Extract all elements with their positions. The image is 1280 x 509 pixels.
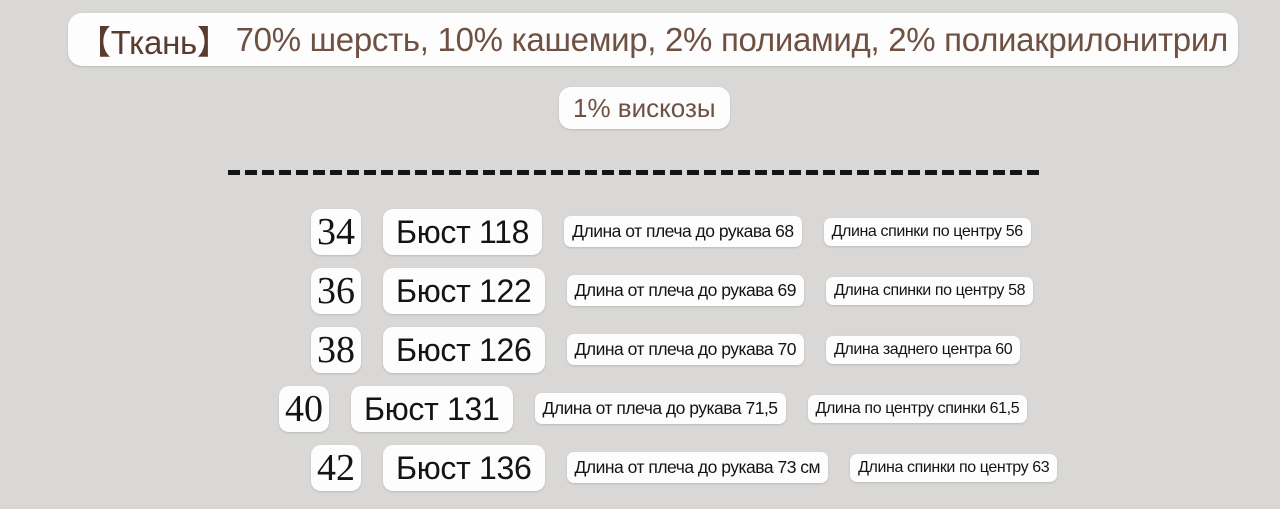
size-value: 38: [311, 326, 361, 373]
dashed-divider: [228, 170, 1043, 175]
viscose-note: 1% вискозы: [559, 87, 730, 129]
sleeve-length-measurement: Длина от плеча до рукава 73 см: [566, 452, 829, 483]
back-length-measurement: Длина спинки по центру 63: [850, 453, 1058, 482]
size-row: 42 Бюст 136 Длина от плеча до рукава 73 …: [311, 444, 1058, 491]
size-value: 42: [311, 444, 361, 491]
size-value: 36: [311, 267, 361, 314]
size-value: 40: [279, 385, 329, 432]
bust-measurement: Бюст 118: [383, 208, 543, 255]
sleeve-length-measurement: Длина от плеча до рукава 68: [564, 216, 802, 247]
fabric-label: 【Ткань】: [78, 23, 230, 61]
bust-measurement: Бюст 136: [383, 444, 545, 491]
fabric-composition-banner: 【Ткань】 70% шерсть, 10% кашемир, 2% поли…: [68, 13, 1238, 66]
size-row: 40 Бюст 131 Длина от плеча до рукава 71,…: [279, 385, 1028, 432]
back-length-measurement: Длина спинки по центру 56: [823, 217, 1031, 246]
back-length-measurement: Длина по центру спинки 61,5: [807, 394, 1028, 423]
bust-measurement: Бюст 131: [351, 385, 513, 432]
sleeve-length-measurement: Длина от плеча до рукава 71,5: [534, 393, 786, 424]
bust-measurement: Бюст 126: [383, 326, 545, 373]
size-value: 34: [311, 208, 361, 255]
size-row: 36 Бюст 122 Длина от плеча до рукава 69 …: [311, 267, 1034, 314]
size-row: 34 Бюст 118 Длина от плеча до рукава 68 …: [311, 208, 1031, 255]
back-length-measurement: Длина заднего центра 60: [825, 335, 1021, 364]
back-length-measurement: Длина спинки по центру 58: [825, 276, 1034, 305]
fabric-composition-text: 70% шерсть, 10% кашемир, 2% полиамид, 2%…: [235, 20, 1229, 58]
sleeve-length-measurement: Длина от плеча до рукава 70: [566, 334, 804, 365]
size-row: 38 Бюст 126 Длина от плеча до рукава 70 …: [311, 326, 1021, 373]
sleeve-length-measurement: Длина от плеча до рукава 69: [566, 275, 804, 306]
bust-measurement: Бюст 122: [383, 267, 545, 314]
